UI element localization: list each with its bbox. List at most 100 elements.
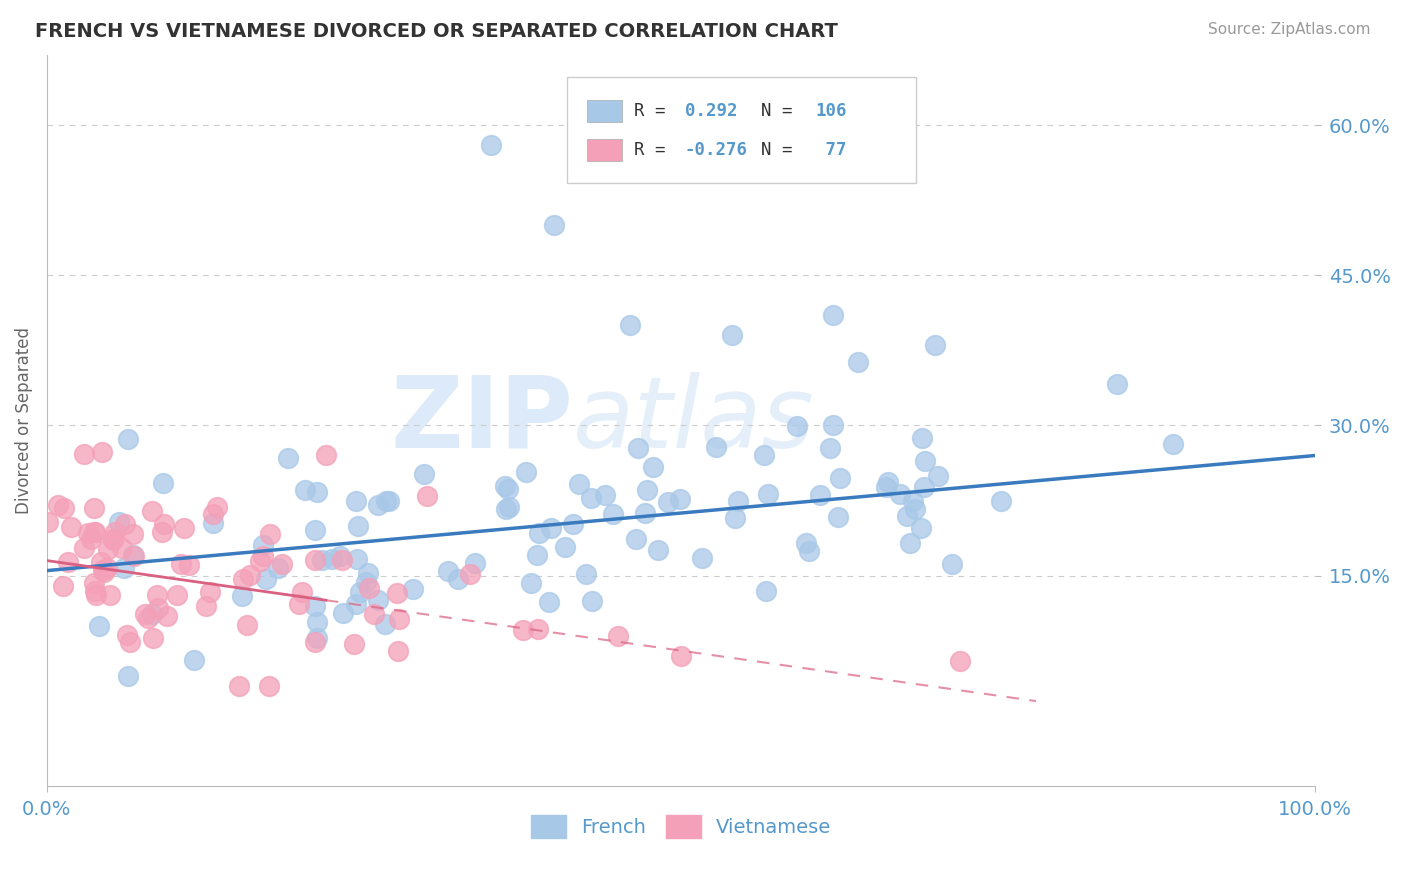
Point [93, 563, 115, 577]
Point [527, 526, 550, 541]
Point [72, 541, 94, 555]
Point [179, 558, 201, 572]
Point [80, 533, 103, 547]
Text: 0.292: 0.292 [685, 103, 737, 120]
Point [724, 510, 747, 524]
Point [252, 538, 274, 552]
Point [183, 653, 205, 667]
Point [526, 548, 548, 562]
Point [52, 579, 75, 593]
Point [329, 549, 352, 563]
Point [344, 597, 367, 611]
Point [828, 471, 851, 485]
Point [304, 599, 326, 613]
Point [581, 594, 603, 608]
Text: -0.276: -0.276 [685, 141, 748, 159]
Point [346, 552, 368, 566]
Point [889, 486, 911, 500]
Point [647, 542, 669, 557]
Point [498, 482, 520, 496]
Point [205, 500, 228, 515]
Point [669, 491, 692, 506]
Point [53, 501, 76, 516]
Point [156, 608, 179, 623]
Legend: French, Vietnamese: French, Vietnamese [523, 807, 839, 846]
Point [122, 549, 145, 564]
Point [148, 601, 170, 615]
Point [228, 679, 250, 693]
Point [898, 536, 921, 550]
Point [343, 637, 366, 651]
Point [90, 555, 112, 569]
Point [142, 632, 165, 646]
Point [460, 566, 482, 581]
Point [669, 648, 692, 663]
Point [823, 417, 845, 432]
Point [121, 527, 143, 541]
Point [1161, 437, 1184, 451]
Point [704, 441, 727, 455]
Point [357, 566, 380, 580]
Text: N =: N = [761, 141, 803, 159]
Point [941, 557, 963, 571]
Point [727, 494, 749, 508]
FancyBboxPatch shape [567, 77, 915, 183]
Point [84, 589, 107, 603]
Point [818, 441, 841, 455]
Point [896, 509, 918, 524]
Point [627, 441, 650, 455]
Point [416, 489, 439, 503]
Point [291, 584, 314, 599]
Point [60, 520, 83, 534]
Point [349, 585, 371, 599]
Point [515, 465, 537, 479]
Text: N =: N = [761, 103, 803, 120]
Point [83, 524, 105, 539]
Point [402, 582, 425, 596]
Point [114, 517, 136, 532]
Point [104, 525, 127, 540]
Point [387, 643, 409, 657]
Point [755, 584, 778, 599]
Point [498, 500, 520, 515]
Point [304, 635, 326, 649]
Point [794, 535, 817, 549]
Point [198, 585, 221, 599]
Point [73, 447, 96, 461]
Point [344, 494, 367, 508]
Point [904, 501, 927, 516]
Point [636, 483, 658, 498]
Point [117, 628, 139, 642]
Point [152, 475, 174, 490]
Point [949, 654, 972, 668]
Point [141, 504, 163, 518]
Point [117, 432, 139, 446]
Point [87, 619, 110, 633]
Point [77, 526, 100, 541]
Point [97, 541, 120, 556]
Point [363, 607, 385, 622]
Point [479, 138, 502, 153]
Text: Source: ZipAtlas.com: Source: ZipAtlas.com [1208, 22, 1371, 37]
Point [236, 618, 259, 632]
Point [120, 634, 142, 648]
Point [641, 459, 664, 474]
Point [294, 483, 316, 498]
Point [990, 493, 1012, 508]
Point [827, 510, 849, 524]
Text: 106: 106 [815, 103, 846, 120]
Point [277, 450, 299, 465]
Point [634, 506, 657, 520]
Point [83, 576, 105, 591]
Point [593, 487, 616, 501]
Point [720, 328, 742, 343]
Point [619, 318, 641, 333]
Point [527, 623, 550, 637]
Point [134, 607, 156, 621]
Point [249, 553, 271, 567]
Point [375, 494, 398, 508]
Point [96, 561, 118, 575]
Point [153, 517, 176, 532]
Point [202, 507, 225, 521]
Point [259, 526, 281, 541]
